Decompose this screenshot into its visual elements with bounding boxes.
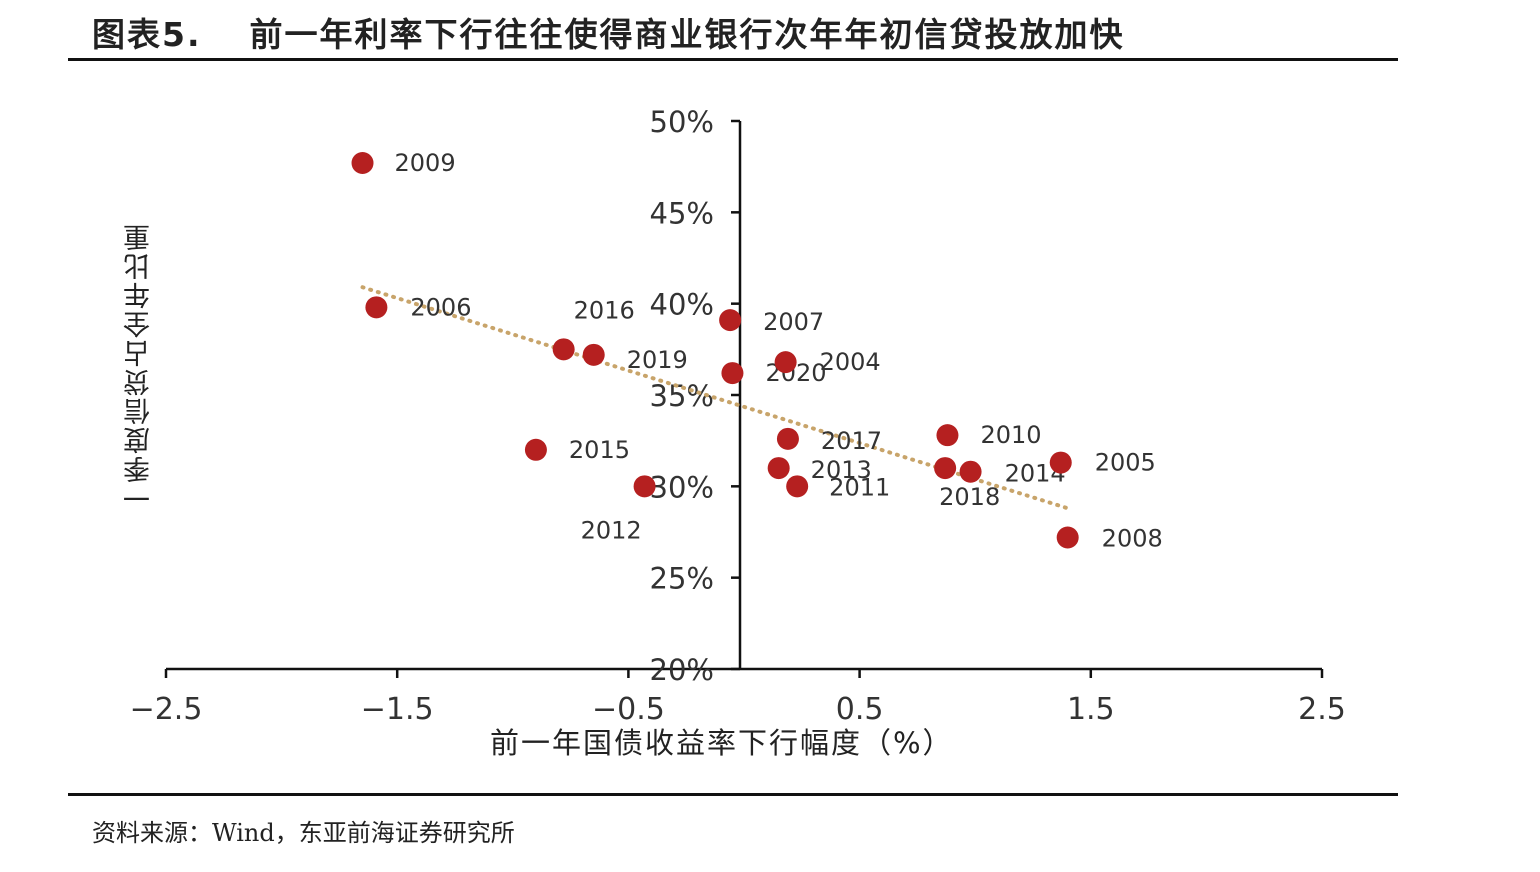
data-point-2017 <box>776 427 799 450</box>
y-tick-label: 35% <box>650 379 714 413</box>
data-point-2007 <box>719 309 742 332</box>
data-label-2015: 2015 <box>569 436 630 464</box>
data-label-2004: 2004 <box>820 348 881 376</box>
data-point-2020 <box>721 362 744 385</box>
y-axis-label: 一季度信贷占全年比重 <box>124 222 155 512</box>
figure-title: 前一年利率下行往往使得商业银行次年年初信贷投放加快 <box>249 15 1125 54</box>
data-point-2009 <box>351 152 374 175</box>
data-point-2010 <box>936 424 959 447</box>
data-label-2016: 2016 <box>574 296 635 324</box>
y-tick-label: 50% <box>650 105 714 139</box>
data-label-2008: 2008 <box>1102 524 1163 552</box>
x-axis-label: 前一年国债收益率下行幅度（%） <box>490 726 954 760</box>
data-label-2006: 2006 <box>410 293 471 321</box>
chart-title: 图表5. 前一年利率下行往往使得商业银行次年年初信贷投放加快 <box>92 8 1125 56</box>
y-tick-label: 45% <box>650 196 714 230</box>
data-point-2015 <box>524 438 547 461</box>
data-label-2009: 2009 <box>395 149 456 177</box>
data-point-2011 <box>786 475 809 498</box>
y-tick-label: 40% <box>650 288 714 322</box>
x-tick-label: −2.5 <box>130 692 203 727</box>
y-tick-label: 30% <box>650 470 714 504</box>
data-label-2011: 2011 <box>829 473 890 501</box>
data-point-2004 <box>774 351 797 374</box>
data-label-2018: 2018 <box>939 483 1000 511</box>
data-point-2012 <box>633 475 656 498</box>
y-tick-label: 25% <box>650 562 714 596</box>
data-point-2018 <box>934 457 957 480</box>
data-point-2005 <box>1049 451 1072 474</box>
x-tick-label: 0.5 <box>836 692 884 727</box>
data-label-2010: 2010 <box>980 421 1041 449</box>
data-point-2014 <box>959 460 982 483</box>
data-label-2019: 2019 <box>627 346 688 374</box>
data-label-2005: 2005 <box>1095 449 1156 477</box>
y-tick-label: 20% <box>650 653 714 687</box>
data-point-2013 <box>767 457 790 480</box>
source-note: 资料来源：Wind，东亚前海证券研究所 <box>92 819 515 847</box>
data-label-2013: 2013 <box>811 456 872 484</box>
top-divider <box>68 58 1398 61</box>
data-label-2007: 2007 <box>763 308 824 336</box>
data-point-2006 <box>365 296 388 319</box>
figure-label: 图表5. <box>92 15 202 54</box>
data-label-2017: 2017 <box>821 427 882 455</box>
bottom-divider <box>68 793 1398 796</box>
data-label-2012: 2012 <box>581 516 642 544</box>
x-tick-label: −0.5 <box>592 692 665 727</box>
x-tick-label: 1.5 <box>1067 692 1115 727</box>
x-tick-label: 2.5 <box>1298 692 1346 727</box>
data-point-2019 <box>582 343 605 366</box>
x-tick-label: −1.5 <box>361 692 434 727</box>
data-point-2016 <box>552 338 575 361</box>
data-point-2008 <box>1056 526 1079 549</box>
